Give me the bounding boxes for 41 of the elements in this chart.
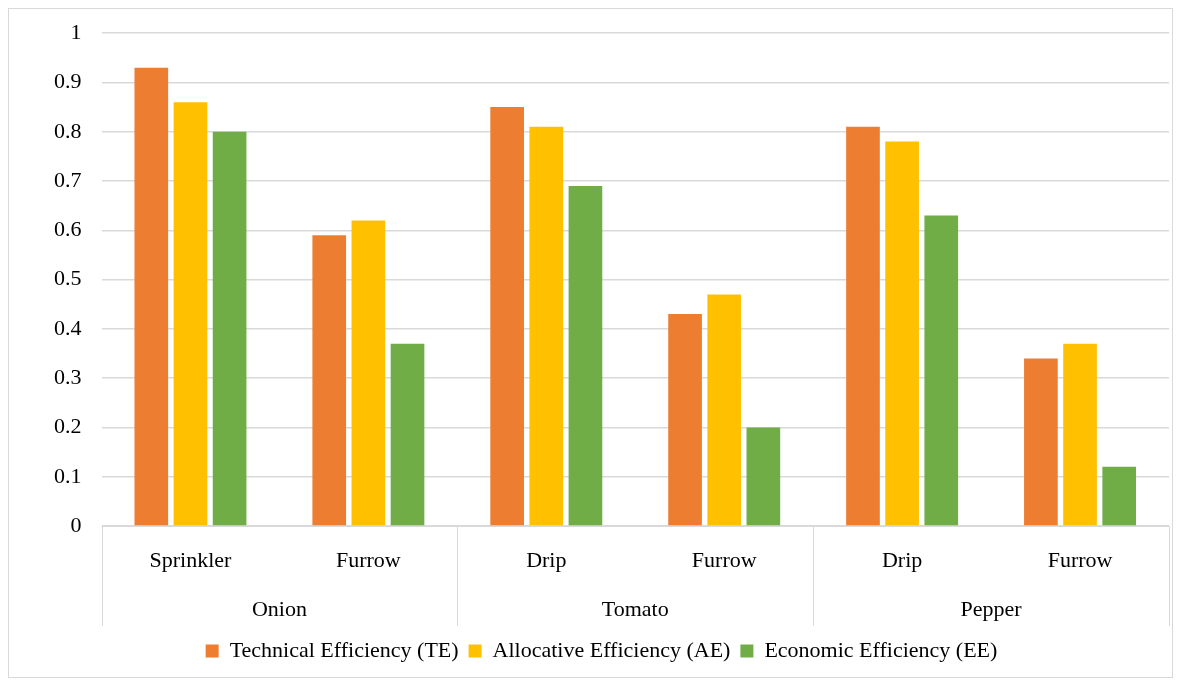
bar bbox=[173, 102, 208, 526]
bar bbox=[1063, 343, 1097, 526]
text: Onion bbox=[251, 595, 307, 621]
x-tick-label: Drip bbox=[526, 546, 567, 572]
y-tick-label: 1 bbox=[70, 18, 82, 44]
y-tick-label: 0.9 bbox=[54, 68, 82, 94]
x-tick-label: Sprinkler bbox=[149, 546, 233, 572]
text: Tomato bbox=[601, 595, 669, 621]
x-tick-label: Furrow bbox=[335, 546, 401, 572]
x-tick-label: Furrow bbox=[1047, 546, 1113, 572]
y-tick-label: 0.7 bbox=[54, 166, 82, 192]
bar bbox=[846, 126, 880, 526]
legend-label: Economic Efficiency (EE) bbox=[764, 636, 998, 662]
bar bbox=[351, 220, 386, 526]
bar bbox=[668, 314, 702, 526]
bar bbox=[707, 294, 742, 526]
bar bbox=[490, 107, 524, 526]
legend-label: Technical Efficiency (TE) bbox=[229, 636, 459, 662]
bar bbox=[312, 235, 347, 526]
x-tick-label: Furrow bbox=[691, 546, 757, 572]
bar bbox=[1024, 358, 1058, 526]
bar bbox=[1102, 466, 1137, 526]
bar bbox=[924, 215, 959, 526]
y-tick-label: 0.2 bbox=[54, 413, 82, 439]
bar bbox=[212, 131, 247, 526]
y-tick-label: 0 bbox=[70, 511, 82, 537]
bar bbox=[568, 185, 603, 526]
bar bbox=[529, 126, 564, 526]
y-tick-label: 0.3 bbox=[54, 363, 82, 389]
y-tick-label: 0.6 bbox=[54, 216, 82, 242]
legend-label: Allocative Efficiency (AE) bbox=[492, 636, 731, 662]
y-tick-label: 0.1 bbox=[54, 462, 82, 488]
y-tick-label: 0.5 bbox=[54, 265, 82, 291]
bar bbox=[885, 141, 919, 526]
bar bbox=[134, 67, 169, 526]
x-tick-label: Drip bbox=[881, 546, 923, 572]
y-tick-label: 0.4 bbox=[54, 314, 82, 340]
bar bbox=[390, 343, 425, 526]
text: Pepper bbox=[960, 595, 1023, 621]
bar bbox=[746, 427, 781, 526]
y-tick-label: 0.8 bbox=[54, 117, 82, 143]
